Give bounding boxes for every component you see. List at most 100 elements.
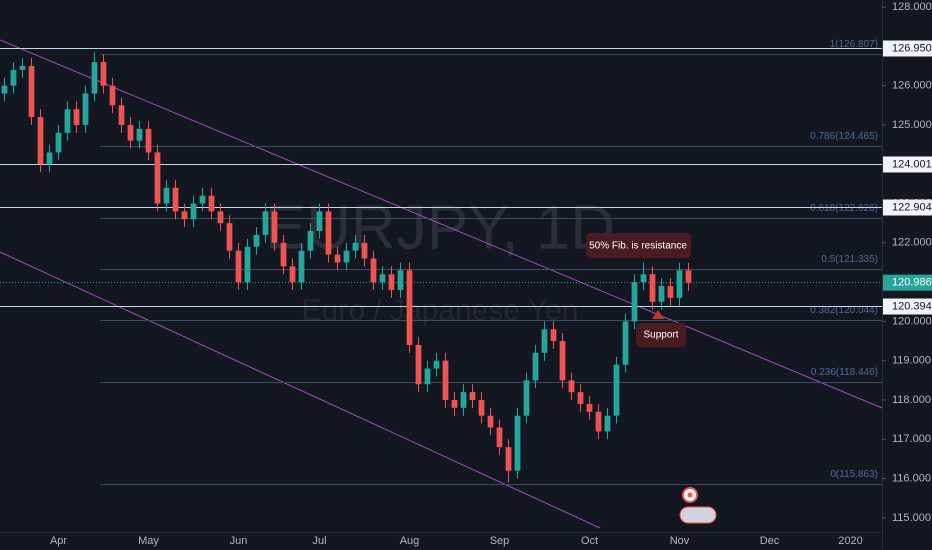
annotation-box <box>636 323 686 347</box>
x-tick-label: Nov <box>670 535 690 547</box>
trend-line <box>0 39 883 409</box>
candle-body <box>631 282 638 322</box>
candle-body <box>550 329 557 342</box>
level-label: 124.001 <box>892 158 932 170</box>
candle-body <box>82 93 89 125</box>
candle-body <box>613 364 620 416</box>
candle-body <box>1 85 8 94</box>
candle-body <box>226 223 233 251</box>
level-tag <box>883 156 932 173</box>
candle-body <box>271 211 278 243</box>
candle-body <box>478 399 485 416</box>
candle-body <box>64 109 71 133</box>
candle-body <box>379 274 386 283</box>
candle-body <box>649 274 656 302</box>
candle-body <box>217 211 224 224</box>
candle-body <box>496 427 503 448</box>
candle-body <box>352 242 359 251</box>
candle-body <box>532 352 539 381</box>
annotation: 50% Fib. is resistance <box>589 241 687 252</box>
candle-body <box>73 109 80 125</box>
candle-body <box>109 85 116 106</box>
y-tick-label: 128.000 <box>892 1 932 13</box>
candle-body <box>595 411 602 432</box>
x-tick-label: Dec <box>760 535 780 547</box>
candle-body <box>136 128 143 141</box>
candle-body <box>127 124 134 141</box>
candle-body <box>289 266 296 283</box>
candle-body <box>199 195 206 204</box>
current-price-tag <box>883 274 932 291</box>
fib-label: 0.5(121.335) <box>821 254 878 265</box>
x-tick-label: Jun <box>230 535 248 547</box>
y-tick-label: 120.000 <box>892 315 932 327</box>
y-tick-label: 126.000 <box>892 80 932 92</box>
candle-body <box>253 234 260 247</box>
candle-body <box>172 187 179 212</box>
candle-body <box>460 392 467 408</box>
x-tick-label: Apr <box>50 535 67 547</box>
candle-body <box>100 62 107 86</box>
candle-body <box>19 66 26 70</box>
candle-body <box>46 152 53 165</box>
candle-body <box>10 69 17 86</box>
candle-body <box>334 254 341 263</box>
x-tick-label: Sep <box>490 535 510 547</box>
fib-label: 0.786(124.465) <box>810 131 878 142</box>
x-tick-label: May <box>138 535 159 547</box>
candle-body <box>622 321 629 365</box>
y-tick-label: 118.000 <box>892 394 931 406</box>
candle-body <box>361 242 368 259</box>
candle-body <box>91 62 98 94</box>
candle-body <box>388 274 395 290</box>
plot: 1(126.807) 0.786(124.465) 0.618(122.626) 0.… <box>0 39 882 485</box>
candle-body <box>424 368 431 385</box>
candle-body <box>325 211 332 255</box>
current-price-label: 120.986 <box>892 277 932 289</box>
level-tag <box>883 40 932 57</box>
candle-body <box>28 66 35 118</box>
y-tick-label: 115.000 <box>892 512 931 524</box>
candle-body <box>190 203 197 220</box>
candle-body <box>244 246 251 283</box>
y-tick-label: 125.000 <box>892 119 932 131</box>
level-label: 120.394 <box>892 300 932 312</box>
candle-body <box>370 258 377 283</box>
candle-body <box>262 211 269 235</box>
level-tag <box>883 298 932 315</box>
candle-body <box>568 380 575 393</box>
candle-body <box>280 242 287 267</box>
level-label: 126.950 <box>892 42 932 54</box>
candle-body <box>523 380 530 416</box>
event-icon-dot <box>687 492 693 498</box>
candle-body <box>298 250 305 283</box>
candle-body <box>208 195 215 212</box>
candle-body <box>667 286 674 298</box>
candle-body <box>154 152 161 204</box>
candle-body <box>451 399 458 408</box>
event-badge[interactable] <box>679 506 717 524</box>
arrow <box>652 310 664 319</box>
candle-body <box>55 132 62 153</box>
candle-body <box>505 447 512 471</box>
candle-body <box>487 415 494 428</box>
candle-body <box>118 105 125 125</box>
watermark-subtitle: Euro / Japanese Yen <box>302 294 579 327</box>
x-tick-label: Oct <box>581 535 598 547</box>
candle-body <box>406 270 413 345</box>
fib-label: 1(126.807) <box>830 39 878 50</box>
fib-label: 0.618(122.626) <box>810 203 878 214</box>
candle-body <box>559 341 566 381</box>
candle-body <box>163 187 170 204</box>
watermark-title: EURJPY, 1D <box>265 193 615 262</box>
y-tick-label: 117.000 <box>892 433 931 445</box>
candle-body <box>541 329 548 353</box>
candle-body <box>577 392 584 404</box>
candle-body <box>145 128 152 153</box>
x-tick-label: 2020 <box>838 535 862 547</box>
candle-body <box>676 270 683 298</box>
fib-label: 0.236(118.446) <box>811 367 878 378</box>
